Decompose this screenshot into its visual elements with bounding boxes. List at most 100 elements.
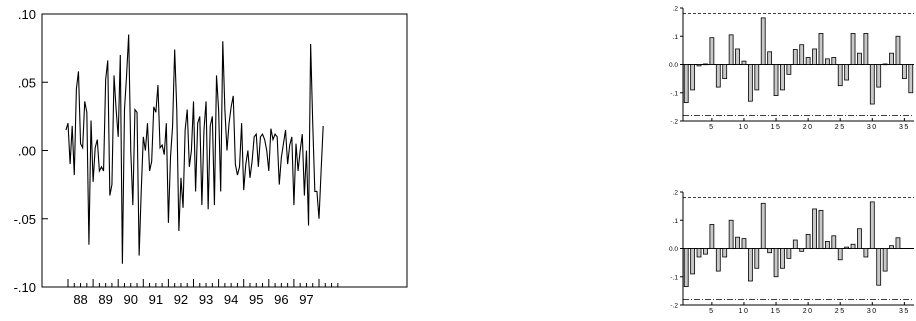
correlation-bar [850, 243, 856, 249]
x-tick-label: 20 [803, 124, 814, 130]
x-tick-label: 93 [199, 292, 213, 307]
x-tick-label: 35 [899, 308, 910, 315]
y-tick-label: .2 [673, 6, 679, 13]
returns-line-chart: .10 .05 .00 -.05 -.10 88 89 90 91 92 93 94 95 96 97 [14, 7, 408, 307]
correlation-bar [850, 33, 856, 65]
correlation-bar [812, 48, 817, 65]
correlation-bar [908, 64, 914, 94]
correlation-bar [760, 17, 766, 65]
correlation-bar [709, 224, 715, 249]
correlation-bar [863, 33, 869, 65]
x-tick-label: 25 [835, 308, 846, 315]
x-tick-label: 20 [803, 308, 814, 315]
partial-autocorrelation-bar-chart: .2 .1 0.0 -.1 -.2 5 10 15 20 25 30 35 [669, 190, 914, 315]
y-tick-label: -.2 [670, 303, 678, 310]
correlation-bar [863, 248, 869, 258]
correlation-bar [876, 64, 882, 88]
correlation-bar [792, 239, 798, 249]
correlation-bar [683, 64, 689, 104]
correlation-bar [754, 64, 760, 91]
correlation-bar [722, 248, 728, 258]
correlation-bar [889, 52, 894, 65]
correlation-bar [767, 248, 773, 254]
y-tick-label: .2 [673, 190, 679, 197]
x-tick-label: 25 [835, 124, 846, 130]
correlation-bar [824, 58, 830, 65]
correlation-bar [901, 64, 907, 80]
y-tick-label: 0.0 [669, 246, 678, 253]
correlation-bar [696, 64, 702, 67]
x-tick-label: 35 [899, 124, 910, 130]
correlation-bar [882, 63, 888, 66]
correlation-bar [837, 64, 843, 87]
x-tick-label: 15 [771, 308, 782, 315]
correlation-bar [857, 228, 862, 249]
correlation-bar [876, 248, 882, 286]
y-tick-label: -.2 [670, 119, 678, 126]
y-tick-label: -.1 [670, 90, 678, 97]
correlation-bar [818, 209, 824, 249]
x-tick-label: 5 [709, 308, 714, 315]
correlation-bar [882, 248, 888, 272]
series-line [65, 34, 324, 264]
correlation-bar [786, 248, 792, 259]
correlation-bar [741, 238, 747, 249]
correlation-bar [747, 248, 753, 282]
x-tick-label: 5 [709, 124, 714, 130]
correlation-bar [715, 248, 721, 272]
correlation-bar [780, 64, 785, 91]
x-tick-label: 10 [739, 124, 750, 130]
correlation-bar [831, 57, 837, 65]
correlation-bar [703, 248, 708, 255]
correlation-bar [857, 52, 862, 65]
correlation-bar [799, 248, 805, 252]
correlation-bar [792, 49, 798, 65]
correlation-bar [831, 235, 837, 249]
correlation-bar [747, 64, 753, 102]
correlation-bar [869, 201, 875, 249]
y-tick-label: .00 [18, 144, 36, 159]
correlation-bar [690, 248, 696, 275]
correlation-bar [741, 60, 747, 65]
plot-frame [41, 13, 408, 288]
correlation-bar [728, 34, 734, 65]
correlation-bar [780, 248, 785, 269]
correlation-bar [728, 219, 734, 249]
correlation-bar [844, 246, 850, 249]
x-tick-label: 30 [867, 308, 878, 315]
x-tick-label: 15 [771, 124, 782, 130]
correlation-bar [715, 64, 721, 88]
x-tick-label: 30 [867, 124, 878, 130]
y-tick-label: .10 [18, 7, 36, 22]
correlation-bar [799, 44, 805, 65]
y-tick-label: .05 [18, 75, 36, 90]
correlation-bar [683, 248, 689, 288]
x-tick-label: 88 [73, 292, 87, 307]
x-tick-label: 95 [249, 292, 263, 307]
correlation-bar [767, 51, 773, 65]
x-tick-label: 97 [299, 292, 313, 307]
correlation-bar [760, 202, 766, 249]
y-tick-label: .1 [673, 218, 679, 225]
correlation-bar [895, 237, 901, 249]
correlation-bar [690, 64, 696, 91]
correlation-bar [805, 57, 811, 65]
correlation-bar [709, 37, 715, 65]
correlation-bar [805, 233, 811, 249]
y-tick-label: -.05 [14, 212, 36, 227]
correlation-bar [786, 64, 792, 75]
correlation-bar [735, 48, 740, 65]
correlation-bar [773, 248, 779, 278]
correlation-bar [869, 64, 875, 105]
correlation-bar [722, 64, 728, 80]
correlation-bar [735, 236, 740, 249]
correlation-bar [812, 208, 817, 249]
x-tick-label: 91 [149, 292, 163, 307]
correlation-bar [773, 64, 779, 96]
correlation-bar [837, 248, 843, 261]
correlation-bar [703, 63, 708, 66]
x-tick-label: 92 [174, 292, 188, 307]
x-tick-label: 90 [124, 292, 138, 307]
correlation-bar [818, 33, 824, 65]
y-tick-label: 0.0 [669, 62, 678, 69]
